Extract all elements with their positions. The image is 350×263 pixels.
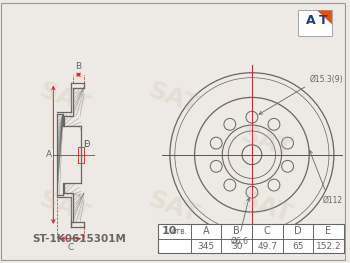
Text: 30: 30	[231, 242, 242, 251]
Text: SAT: SAT	[35, 187, 93, 227]
Text: отв.: отв.	[171, 227, 187, 236]
Text: 65: 65	[292, 242, 303, 251]
Text: A: A	[203, 226, 209, 236]
Text: B: B	[76, 62, 82, 71]
Polygon shape	[317, 11, 332, 24]
Text: D: D	[83, 140, 90, 149]
Text: E: E	[83, 140, 88, 149]
Text: A: A	[46, 150, 52, 159]
Bar	[78, 147, 84, 163]
Text: SAT: SAT	[238, 123, 295, 163]
Text: SAT: SAT	[238, 187, 295, 227]
Text: 10: 10	[162, 226, 177, 236]
Text: 49.7: 49.7	[257, 242, 277, 251]
Text: 152.2: 152.2	[316, 242, 341, 251]
Text: A: A	[306, 14, 316, 27]
Text: SAT: SAT	[35, 78, 93, 119]
FancyBboxPatch shape	[298, 11, 332, 36]
Text: 345: 345	[197, 242, 215, 251]
Text: Ø112: Ø112	[323, 196, 343, 205]
Text: SAT: SAT	[144, 187, 202, 227]
FancyBboxPatch shape	[158, 224, 344, 254]
Text: B: B	[233, 226, 240, 236]
Text: Ø6.6: Ø6.6	[231, 237, 249, 246]
Text: C: C	[264, 226, 271, 236]
Text: Ø15.3(9): Ø15.3(9)	[309, 75, 343, 84]
Text: C: C	[68, 243, 74, 252]
Text: T: T	[319, 14, 327, 27]
Text: D: D	[294, 226, 302, 236]
Text: ST-1K0615301M: ST-1K0615301M	[32, 234, 126, 244]
Text: E: E	[326, 226, 331, 236]
Text: SAT: SAT	[144, 78, 202, 119]
